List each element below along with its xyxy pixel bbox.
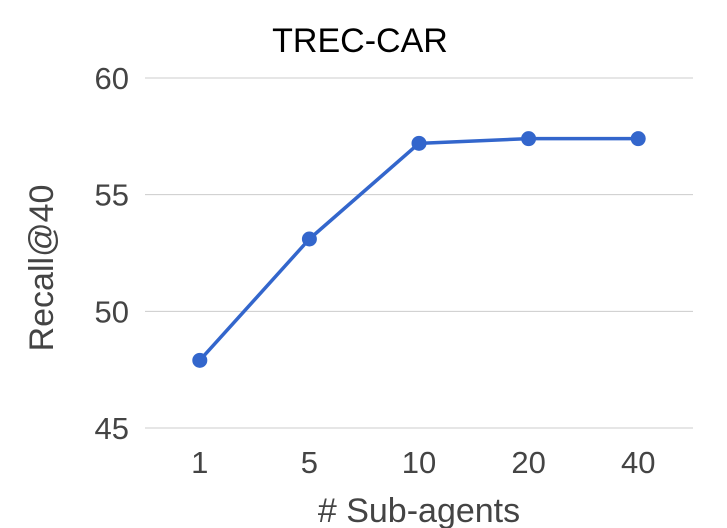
y-tick-label: 60 — [95, 61, 129, 96]
x-tick-label: 20 — [511, 445, 545, 480]
y-tick-label: 50 — [95, 294, 129, 329]
y-axis-ticks: 45 50 55 60 — [95, 61, 129, 446]
x-tick-label: 1 — [191, 445, 208, 480]
x-axis-label: # Sub-agents — [318, 492, 520, 528]
data-point — [192, 352, 208, 368]
x-tick-label: 40 — [621, 445, 655, 480]
gridlines — [145, 77, 693, 429]
series-group — [192, 131, 646, 368]
chart-title: TREC-CAR — [272, 22, 448, 60]
y-tick-label: 55 — [95, 178, 129, 213]
data-point — [630, 131, 646, 147]
x-tick-label: 5 — [301, 445, 318, 480]
x-tick-label: 10 — [402, 445, 436, 480]
data-point — [301, 231, 317, 247]
x-axis-ticks: 1 5 10 20 40 — [191, 445, 655, 480]
y-axis-label: Recall@40 — [23, 185, 61, 352]
data-point — [411, 135, 427, 151]
data-point — [521, 131, 537, 147]
y-tick-label: 45 — [95, 411, 129, 446]
series-line — [198, 136, 640, 363]
